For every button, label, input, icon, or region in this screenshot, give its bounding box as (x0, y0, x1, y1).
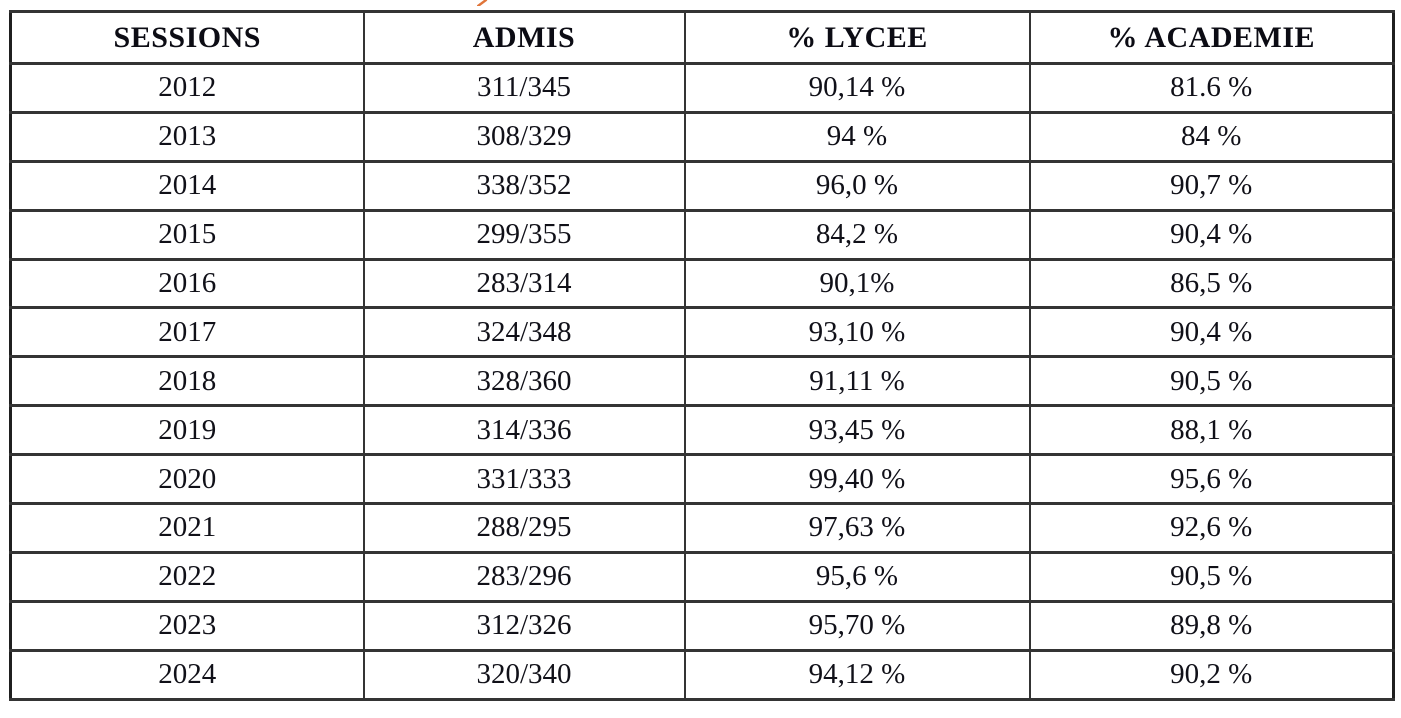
cell-session-year: 2023 (9, 599, 365, 652)
cell-academie-pct: 86,5 % (1028, 257, 1395, 310)
cell-academie-pct: 81.6 % (1028, 62, 1395, 114)
cell-lycee-pct: 93,10 % (683, 306, 1031, 359)
cell-session-year: 2019 (9, 404, 365, 457)
cell-academie-pct: 95,6 % (1028, 453, 1395, 506)
cell-session-year: 2012 (9, 62, 365, 114)
cell-lycee-pct: 97,63 % (683, 502, 1031, 554)
cell-session-year: 2016 (9, 257, 365, 310)
cell-lycee-pct: 84,2 % (683, 208, 1031, 261)
cell-admis-ratio: 288/295 (362, 502, 686, 554)
cell-admis-ratio: 338/352 (362, 159, 686, 212)
cell-admis-ratio: 311/345 (362, 62, 686, 114)
cell-academie-pct: 88,1 % (1028, 404, 1395, 457)
cell-session-year: 2013 (9, 110, 365, 163)
cell-session-year: 2014 (9, 159, 365, 212)
cell-lycee-pct: 90,14 % (683, 62, 1031, 114)
table-row: 2016 283/314 90,1% 86,5 % (9, 257, 1395, 310)
cell-lycee-pct: 99,40 % (683, 453, 1031, 506)
table-body: 2012 311/345 90,14 % 81.6 % 2013 308/329 94 % 8… (9, 62, 1395, 701)
cell-admis-ratio: 331/333 (362, 453, 686, 506)
cell-lycee-pct: 96,0 % (683, 159, 1031, 212)
cell-academie-pct: 90,4 % (1028, 208, 1395, 261)
table-row: 2015 299/355 84,2 % 90,4 % (9, 208, 1395, 261)
header-row: SESSIONS ADMIS % LYCEE % ACADEMIE (9, 10, 1395, 65)
cell-lycee-pct: 94,12 % (683, 648, 1031, 701)
cell-admis-ratio: 312/326 (362, 599, 686, 652)
cell-lycee-pct: 95,6 % (683, 550, 1031, 603)
cell-lycee-pct: 94 % (683, 110, 1031, 163)
table-row: 2012 311/345 90,14 % 81.6 % (9, 62, 1395, 114)
cell-session-year: 2024 (9, 648, 365, 701)
cell-admis-ratio: 308/329 (362, 110, 686, 163)
table-row: 2023 312/326 95,70 % 89,8 % (9, 599, 1395, 652)
cropped-title-fragment-icon (477, 0, 488, 6)
table-row: 2020 331/333 99,40 % 95,6 % (9, 453, 1395, 506)
cell-academie-pct: 89,8 % (1028, 599, 1395, 652)
cell-academie-pct: 90,7 % (1028, 159, 1395, 212)
cell-admis-ratio: 320/340 (362, 648, 686, 701)
cell-lycee-pct: 93,45 % (683, 404, 1031, 457)
table-row: 2019 314/336 93,45 % 88,1 % (9, 404, 1395, 457)
table-row: 2021 288/295 97,63 % 92,6 % (9, 502, 1395, 554)
cell-lycee-pct: 95,70 % (683, 599, 1031, 652)
cell-academie-pct: 90,4 % (1028, 306, 1395, 359)
cell-session-year: 2020 (9, 453, 365, 506)
cell-academie-pct: 90,5 % (1028, 550, 1395, 603)
cell-lycee-pct: 90,1% (683, 257, 1031, 310)
cell-admis-ratio: 299/355 (362, 208, 686, 261)
cell-admis-ratio: 324/348 (362, 306, 686, 359)
cell-academie-pct: 92,6 % (1028, 502, 1395, 554)
col-header-lycee-pct: % LYCEE (683, 10, 1031, 65)
col-header-academie-pct: % ACADEMIE (1028, 10, 1395, 65)
cell-academie-pct: 84 % (1028, 110, 1395, 163)
col-header-admis: ADMIS (362, 10, 686, 65)
cell-session-year: 2017 (9, 306, 365, 359)
table-row: 2022 283/296 95,6 % 90,5 % (9, 550, 1395, 603)
col-header-sessions: SESSIONS (9, 10, 365, 65)
table-row: 2017 324/348 93,10 % 90,4 % (9, 306, 1395, 359)
table-row: 2018 328/360 91,11 % 90,5 % (9, 355, 1395, 408)
table-row: 2024 320/340 94,12 % 90,2 % (9, 648, 1395, 701)
cell-lycee-pct: 91,11 % (683, 355, 1031, 408)
cell-admis-ratio: 328/360 (362, 355, 686, 408)
results-table: SESSIONS ADMIS % LYCEE % ACADEMIE 2012 31… (9, 10, 1395, 701)
cell-session-year: 2015 (9, 208, 365, 261)
cell-admis-ratio: 314/336 (362, 404, 686, 457)
cell-session-year: 2022 (9, 550, 365, 603)
cell-session-year: 2021 (9, 502, 365, 554)
cell-academie-pct: 90,2 % (1028, 648, 1395, 701)
cell-session-year: 2018 (9, 355, 365, 408)
cell-admis-ratio: 283/296 (362, 550, 686, 603)
cell-academie-pct: 90,5 % (1028, 355, 1395, 408)
table-row: 2013 308/329 94 % 84 % (9, 110, 1395, 163)
cell-admis-ratio: 283/314 (362, 257, 686, 310)
table-row: 2014 338/352 96,0 % 90,7 % (9, 159, 1395, 212)
